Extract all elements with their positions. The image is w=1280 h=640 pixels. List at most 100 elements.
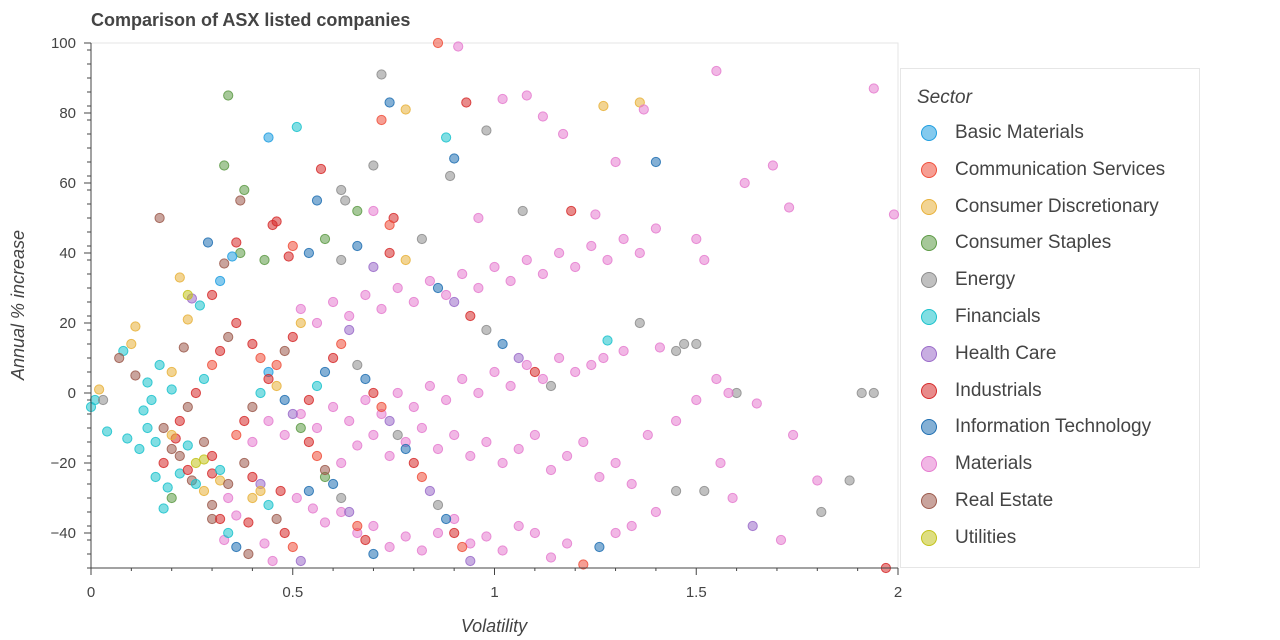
- legend-item[interactable]: Financials: [921, 304, 1041, 330]
- legend-item[interactable]: Consumer Staples: [921, 230, 1111, 256]
- data-point: [207, 289, 218, 301]
- data-point: [489, 261, 500, 273]
- legend-swatch: [921, 493, 937, 509]
- legend-item[interactable]: Energy: [921, 267, 1015, 293]
- legend-item[interactable]: Basic Materials: [921, 120, 1084, 146]
- data-point: [198, 373, 210, 385]
- data-point: [279, 527, 290, 539]
- data-point: [263, 373, 274, 385]
- data-point: [239, 415, 250, 427]
- data-point: [432, 37, 444, 49]
- data-point: [319, 366, 331, 378]
- data-point: [723, 387, 734, 399]
- data-point: [202, 237, 214, 248]
- data-point: [243, 548, 254, 560]
- legend: Sector Basic Materials Communication Serv…: [900, 68, 1200, 568]
- data-point: [336, 457, 347, 469]
- data-point: [457, 268, 468, 280]
- data-point: [231, 429, 242, 441]
- data-point: [844, 475, 855, 486]
- data-point: [207, 499, 218, 511]
- data-point: [344, 506, 355, 518]
- data-point: [150, 436, 161, 448]
- data-point: [449, 153, 460, 164]
- data-point: [715, 457, 726, 469]
- data-point: [368, 261, 379, 273]
- data-point: [360, 534, 371, 546]
- data-point: [545, 464, 557, 476]
- data-point: [432, 499, 444, 511]
- data-point: [376, 401, 387, 413]
- data-point: [888, 209, 900, 220]
- data-point: [166, 384, 177, 395]
- data-point: [279, 429, 290, 441]
- data-point: [295, 555, 306, 567]
- data-point: [481, 531, 492, 542]
- data-point: [328, 296, 339, 308]
- legend-item[interactable]: Information Technology: [921, 414, 1151, 440]
- data-point: [154, 359, 165, 371]
- data-point: [408, 296, 419, 308]
- data-point: [432, 443, 444, 455]
- legend-label: Financials: [955, 306, 1041, 327]
- data-point: [340, 195, 351, 206]
- legend-item[interactable]: Communication Services: [921, 157, 1165, 183]
- data-point: [311, 450, 323, 462]
- data-point: [521, 90, 532, 101]
- data-point: [376, 69, 387, 80]
- data-point: [319, 517, 331, 528]
- legend-item[interactable]: Utilities: [921, 525, 1016, 551]
- data-point: [166, 492, 177, 504]
- data-point: [441, 289, 452, 301]
- data-point: [336, 184, 347, 196]
- data-point: [570, 366, 581, 378]
- data-point: [441, 132, 452, 143]
- chart-title: Comparison of ASX listed companies: [91, 10, 411, 30]
- data-point: [679, 338, 690, 350]
- data-point: [231, 317, 242, 329]
- legend-item[interactable]: Industrials: [921, 378, 1042, 404]
- legend-item[interactable]: Health Care: [921, 341, 1056, 367]
- data-point: [513, 352, 524, 364]
- legend-item[interactable]: Consumer Discretionary: [921, 194, 1159, 220]
- data-point: [223, 331, 234, 343]
- data-point: [432, 527, 444, 539]
- data-point: [239, 184, 250, 196]
- data-point: [594, 471, 605, 483]
- data-point: [400, 531, 411, 542]
- data-point: [699, 254, 710, 266]
- data-point: [319, 233, 331, 245]
- data-point: [182, 289, 193, 301]
- legend-title: Sector: [917, 87, 972, 108]
- data-point: [457, 373, 468, 385]
- data-point: [650, 156, 662, 168]
- data-point: [287, 408, 298, 420]
- data-point: [130, 370, 141, 381]
- data-point: [856, 387, 867, 399]
- legend-item[interactable]: Real Estate: [921, 488, 1053, 514]
- data-point: [146, 394, 157, 406]
- data-point: [158, 422, 169, 434]
- legend-label: Basic Materials: [955, 122, 1084, 143]
- data-point: [259, 538, 270, 549]
- data-point: [441, 394, 452, 406]
- legend-item[interactable]: Materials: [921, 451, 1032, 477]
- legend-swatch: [921, 235, 937, 252]
- data-point: [215, 464, 226, 476]
- x-axis-title: Volatility: [461, 616, 528, 636]
- data-point: [392, 387, 403, 399]
- data-point: [279, 345, 290, 357]
- legend-swatch: [921, 272, 937, 289]
- data-point: [618, 345, 629, 357]
- data-point: [336, 492, 347, 504]
- data-point: [590, 209, 601, 220]
- data-point: [223, 527, 234, 539]
- data-point: [311, 422, 323, 434]
- data-point: [784, 202, 795, 213]
- data-point: [505, 275, 516, 287]
- legend-label: Industrials: [955, 379, 1042, 401]
- data-point: [671, 345, 682, 357]
- data-point: [174, 272, 185, 283]
- legend-label: Consumer Discretionary: [955, 195, 1159, 217]
- axes: [90, 43, 898, 569]
